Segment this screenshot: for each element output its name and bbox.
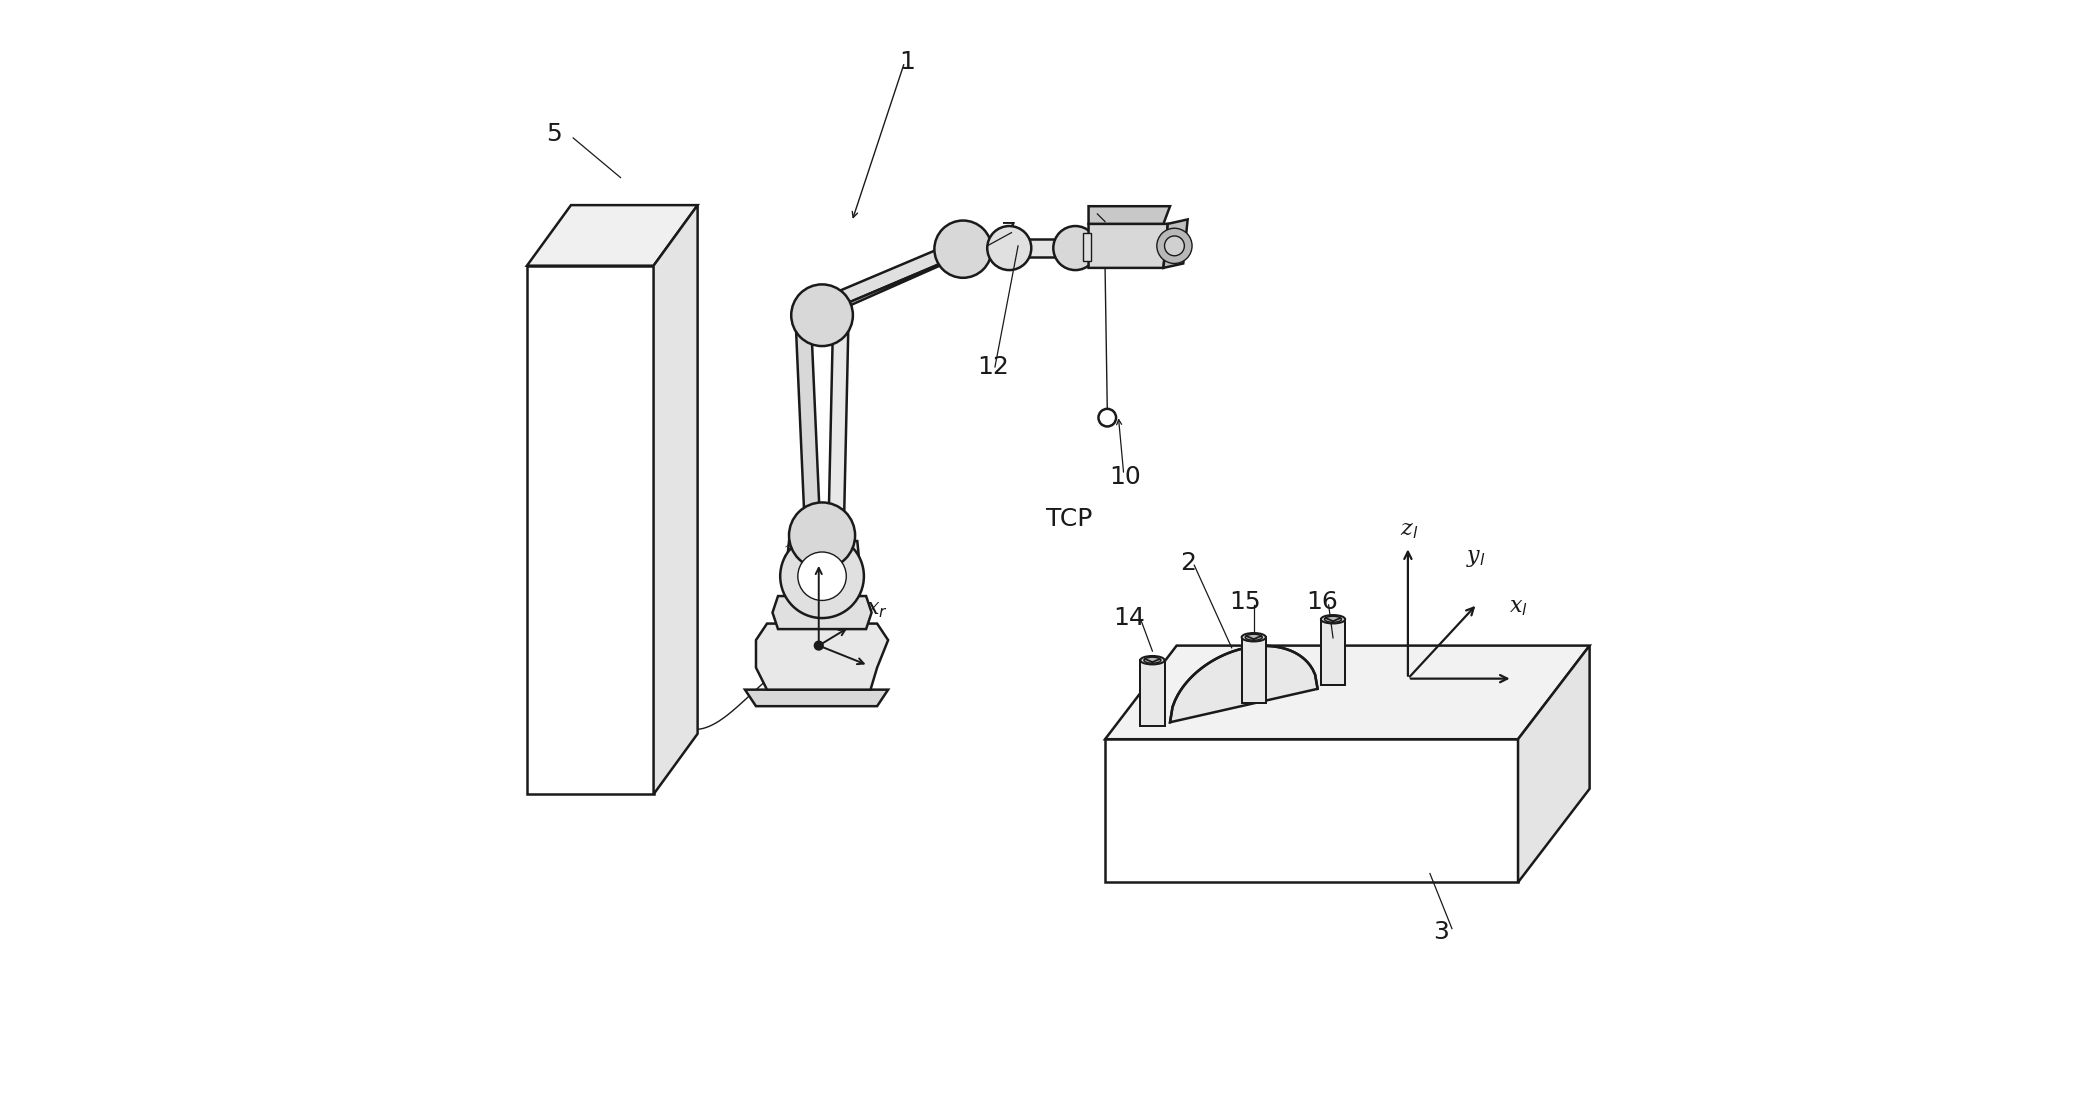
Polygon shape bbox=[1170, 646, 1318, 722]
Text: 2: 2 bbox=[1180, 551, 1195, 575]
Ellipse shape bbox=[1324, 616, 1341, 623]
Text: y$_r$: y$_r$ bbox=[831, 558, 854, 580]
Circle shape bbox=[779, 534, 865, 618]
Text: 10: 10 bbox=[1109, 465, 1141, 489]
Text: 7: 7 bbox=[1001, 221, 1017, 245]
Text: 14: 14 bbox=[1113, 606, 1145, 630]
Text: z$_l$: z$_l$ bbox=[1400, 519, 1418, 541]
Polygon shape bbox=[526, 205, 698, 266]
Text: 16: 16 bbox=[1306, 590, 1337, 614]
Polygon shape bbox=[1105, 646, 1590, 740]
Ellipse shape bbox=[1245, 634, 1262, 640]
Text: x$_r$: x$_r$ bbox=[867, 598, 888, 620]
Circle shape bbox=[988, 226, 1032, 270]
Polygon shape bbox=[1088, 224, 1168, 268]
Polygon shape bbox=[1017, 240, 1076, 257]
Text: 15: 15 bbox=[1228, 590, 1262, 614]
Polygon shape bbox=[1082, 233, 1090, 262]
Text: 8: 8 bbox=[1086, 204, 1103, 229]
Ellipse shape bbox=[1320, 615, 1345, 624]
Text: 3: 3 bbox=[1433, 920, 1450, 944]
Text: z$_r$: z$_r$ bbox=[783, 541, 804, 563]
Polygon shape bbox=[1141, 660, 1164, 726]
Circle shape bbox=[815, 641, 823, 650]
Polygon shape bbox=[808, 242, 957, 316]
Text: 5: 5 bbox=[547, 121, 562, 146]
Circle shape bbox=[1157, 229, 1193, 264]
Polygon shape bbox=[1519, 646, 1590, 882]
Circle shape bbox=[1164, 236, 1184, 256]
Polygon shape bbox=[526, 266, 654, 794]
Ellipse shape bbox=[1141, 656, 1164, 665]
Text: y$_l$: y$_l$ bbox=[1466, 546, 1485, 569]
Polygon shape bbox=[978, 240, 1009, 257]
Polygon shape bbox=[1105, 740, 1519, 882]
Polygon shape bbox=[785, 541, 861, 598]
Polygon shape bbox=[1164, 220, 1189, 268]
Polygon shape bbox=[756, 624, 888, 690]
Circle shape bbox=[1099, 408, 1116, 426]
Text: TCP: TCP bbox=[1044, 507, 1093, 531]
Circle shape bbox=[792, 285, 852, 346]
Polygon shape bbox=[796, 321, 819, 519]
Circle shape bbox=[934, 221, 992, 278]
Polygon shape bbox=[1241, 637, 1266, 703]
Circle shape bbox=[798, 552, 846, 601]
Text: 12: 12 bbox=[978, 355, 1009, 379]
Ellipse shape bbox=[1145, 657, 1161, 664]
Polygon shape bbox=[746, 690, 888, 707]
Polygon shape bbox=[829, 321, 848, 519]
Ellipse shape bbox=[1241, 633, 1266, 641]
Polygon shape bbox=[654, 205, 698, 794]
Text: 1: 1 bbox=[898, 50, 915, 74]
Polygon shape bbox=[1088, 206, 1170, 224]
Polygon shape bbox=[819, 253, 969, 316]
Text: x$_l$: x$_l$ bbox=[1508, 596, 1527, 618]
Polygon shape bbox=[773, 596, 871, 629]
Circle shape bbox=[790, 502, 854, 569]
Polygon shape bbox=[1320, 619, 1345, 686]
Circle shape bbox=[1053, 226, 1097, 270]
